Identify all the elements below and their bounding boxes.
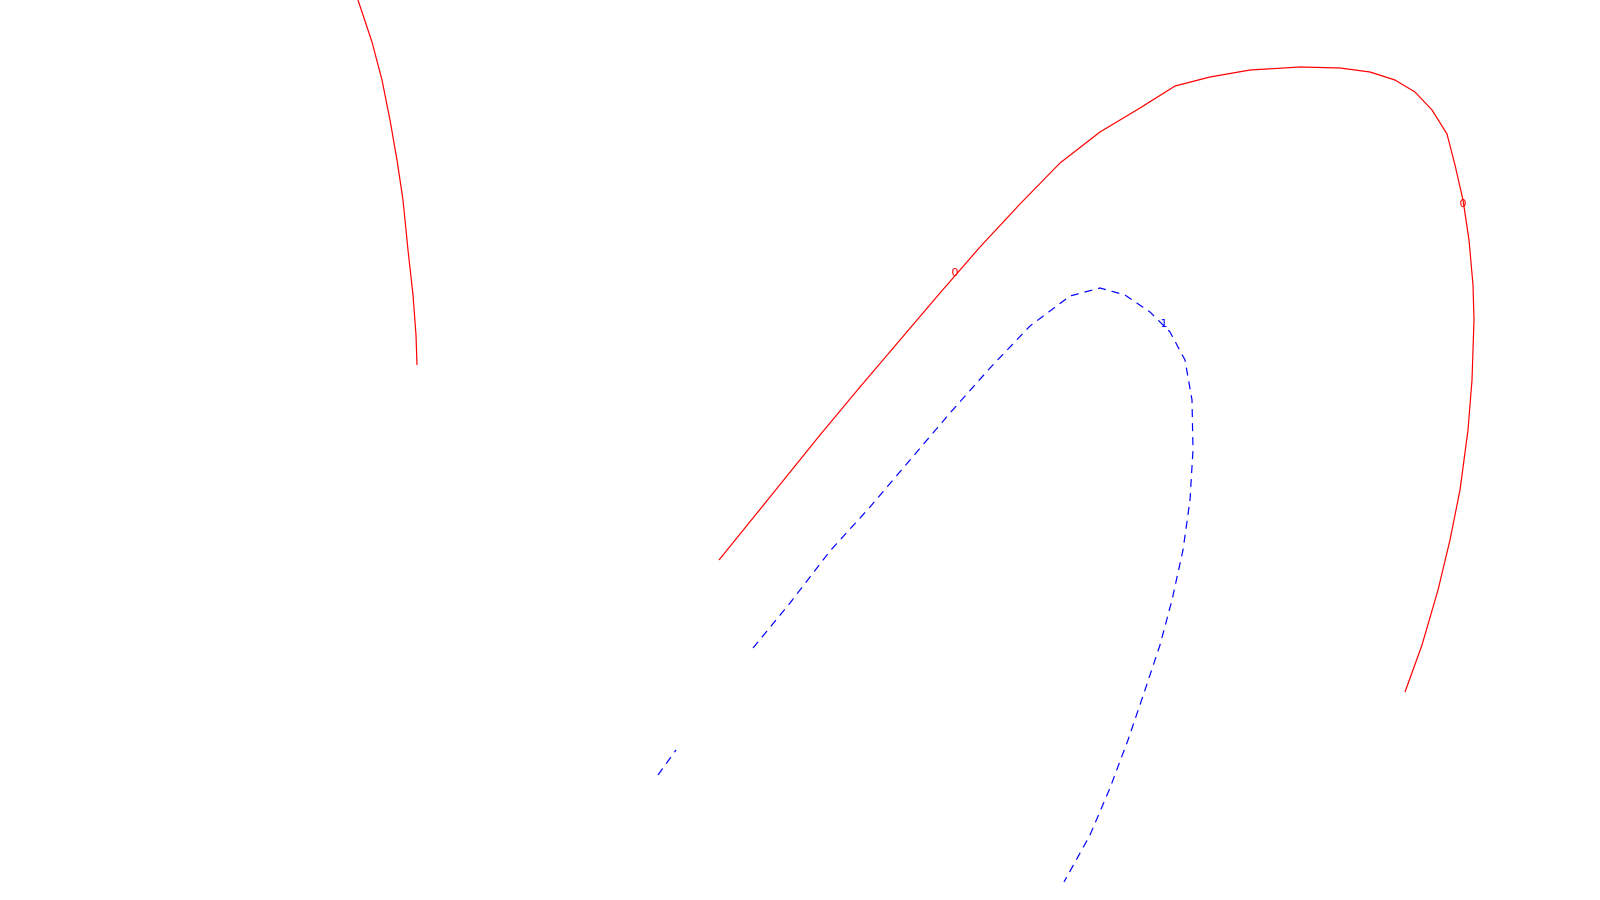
contour-lines [357, 0, 1475, 883]
contour-line-level-0-segment-0 [357, 0, 418, 366]
contour-label-level-0-0: 0 [952, 266, 959, 279]
contour-label-level-1-0: 1 [1161, 317, 1168, 330]
contour-label-level-0-1: 0 [1460, 197, 1467, 210]
contour-line-level-0-segment-1 [718, 66, 1475, 693]
contour-line-level-1-segment-0 [752, 287, 1194, 883]
contour-labels: 0 0 1 [952, 197, 1467, 330]
contour-line-level-1-segment-1 [657, 749, 677, 776]
